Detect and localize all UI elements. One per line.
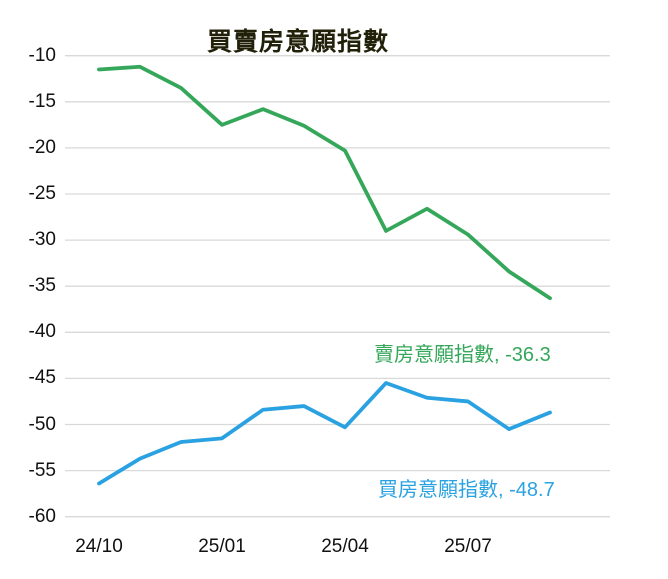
x-tick-label: 25/07 [444, 536, 492, 557]
buy-series-label: 買房意願指數, -48.7 [378, 479, 555, 501]
y-tick-label: -10 [28, 44, 56, 66]
x-tick-label: 25/04 [321, 536, 369, 557]
sell-series-label: 賣房意願指數, -36.3 [374, 344, 551, 366]
chart-title: 買賣房意願指數 [206, 28, 389, 56]
buy-willingness-line [97, 381, 552, 486]
y-tick-label: -60 [28, 505, 56, 527]
y-tick-label: -25 [28, 183, 56, 204]
y-tick-label: -40 [28, 321, 56, 343]
y-tick-label: -45 [28, 367, 56, 389]
x-tick-label: 25/01 [198, 536, 246, 557]
y-tick-label: -35 [28, 275, 56, 297]
sell-willingness-line [97, 64, 552, 301]
y-tick-label: -50 [28, 413, 56, 435]
y-tick-label: -55 [28, 459, 56, 481]
y-tick-label: -20 [28, 136, 56, 158]
x-tick-label: 24/10 [75, 536, 123, 557]
y-tick-label: -30 [28, 229, 56, 251]
y-tick-label: -15 [28, 90, 56, 112]
